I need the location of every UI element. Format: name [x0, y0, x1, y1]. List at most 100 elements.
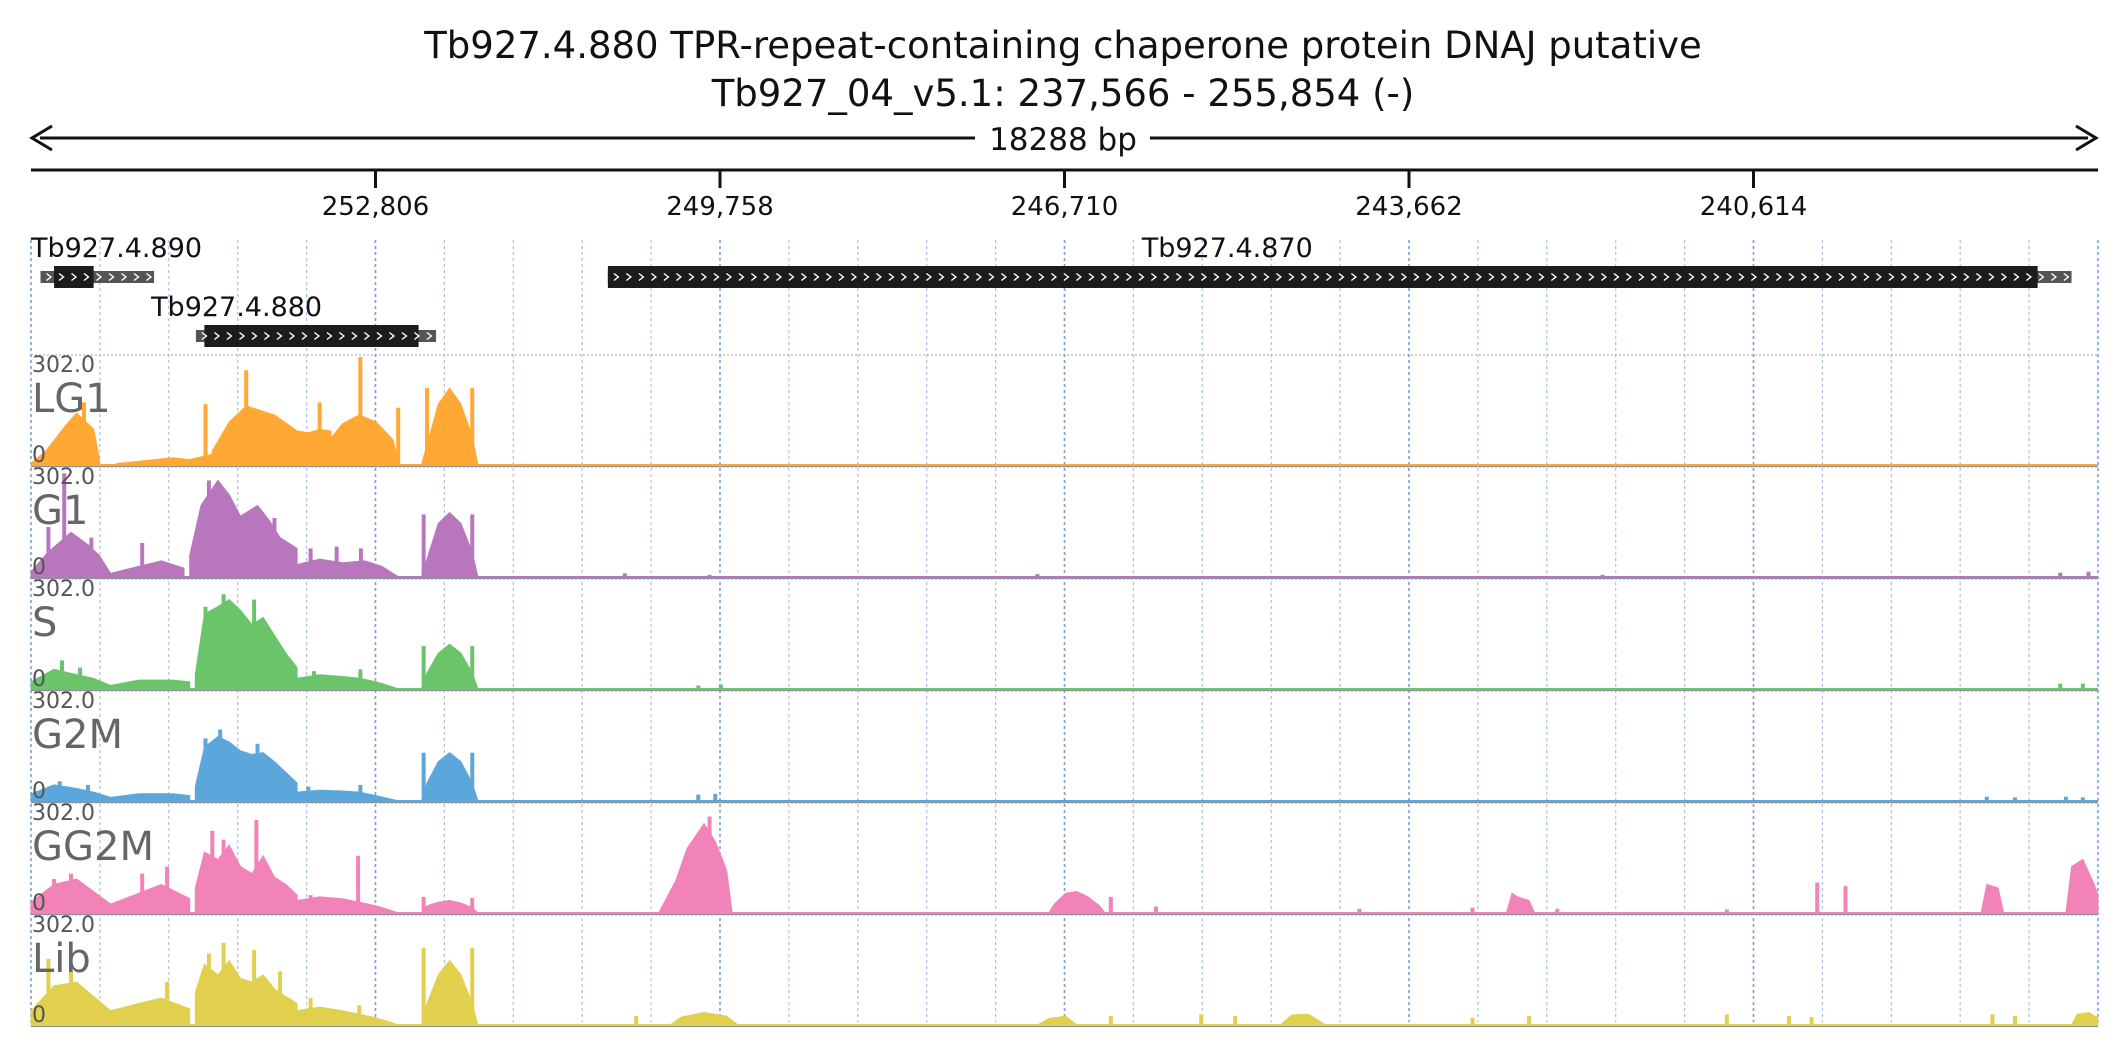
gene-cds	[204, 325, 419, 347]
strand-arrow	[1900, 272, 1908, 282]
strand-arrow	[1288, 272, 1295, 282]
coverage-spike	[89, 537, 94, 577]
strand-arrow	[121, 272, 128, 282]
coverage-area	[420, 643, 479, 690]
track-name-label: S	[32, 600, 57, 646]
strand-arrow	[338, 331, 346, 341]
axis-tick-label: 252,806	[322, 192, 430, 222]
coverage-spike	[206, 480, 211, 577]
coverage-spike	[713, 793, 718, 801]
coverage-spike	[78, 667, 83, 689]
coverage-spike	[356, 855, 361, 913]
strand-arrow	[1138, 272, 1145, 282]
coverage-spike	[1809, 1017, 1814, 1025]
coverage-area	[420, 387, 479, 466]
coverage-spike	[622, 573, 627, 577]
strand-arrow	[1500, 272, 1508, 282]
coverage-spike	[718, 684, 723, 689]
coverage-spike	[1470, 1017, 1475, 1025]
coverage-spike	[1724, 1014, 1729, 1025]
track-min-label: 0	[32, 1003, 46, 1028]
coverage-spike	[2013, 797, 2018, 801]
strand-arrow	[1450, 272, 1458, 282]
coverage-spike	[218, 729, 223, 801]
coverage-spike	[421, 896, 426, 913]
coverage-area	[1047, 890, 1107, 914]
strand-arrow	[2063, 272, 2070, 282]
strand-arrow	[1363, 272, 1370, 282]
strand-arrow	[750, 272, 758, 282]
coverage-spike	[421, 752, 426, 801]
strand-arrow	[888, 272, 895, 282]
gene-cds	[607, 266, 2038, 288]
strand-arrow	[1688, 272, 1695, 282]
coverage-spike	[334, 546, 339, 577]
strand-arrow	[1300, 272, 1308, 282]
strand-arrow	[1825, 272, 1833, 282]
strand-arrow	[276, 331, 283, 341]
coverage-spike	[221, 839, 226, 913]
strand-arrow	[1863, 272, 1870, 282]
coverage-spike	[1470, 907, 1475, 913]
strand-arrow	[1425, 272, 1433, 282]
coverage-spike	[358, 548, 363, 577]
coverage-area	[2065, 858, 2099, 914]
strand-arrow	[1750, 272, 1758, 282]
coverage-area	[110, 793, 191, 802]
coverage-spike	[2086, 571, 2091, 577]
strand-arrow	[1213, 272, 1220, 282]
track-s: 302.0S 0	[30, 577, 2098, 692]
coverage-spike	[308, 895, 313, 913]
chart-title: Tb927.4.880 TPR-repeat-containing chaper…	[423, 24, 1702, 67]
coverage-spike	[308, 998, 313, 1025]
coverage-spike	[2058, 683, 2063, 689]
coverage-area	[420, 899, 480, 914]
strand-arrow	[1263, 272, 1270, 282]
strand-arrow	[1413, 272, 1420, 282]
strand-arrow	[1275, 272, 1283, 282]
strand-arrow	[638, 272, 645, 282]
axis-tick-label: 246,710	[1011, 192, 1119, 222]
coverage-spike	[221, 594, 226, 689]
strand-arrow	[800, 272, 808, 282]
strand-arrow	[2050, 272, 2058, 282]
strand-arrow	[313, 331, 321, 341]
strand-arrow	[625, 272, 633, 282]
strand-arrow	[950, 272, 958, 282]
coverage-spike	[1154, 906, 1159, 913]
strand-arrow	[1150, 272, 1158, 282]
strand-arrow	[1038, 272, 1045, 282]
coverage-spike	[308, 548, 313, 577]
coverage-spike	[1600, 574, 1605, 577]
strand-arrow	[1463, 272, 1470, 282]
strand-arrow	[263, 331, 271, 341]
coverage-area	[296, 896, 399, 914]
coverage-spike	[1108, 1016, 1113, 1025]
coverage-spike	[2013, 1016, 2018, 1025]
coverage-spike	[46, 958, 51, 1025]
coverage-spike	[317, 402, 322, 465]
strand-arrow	[226, 331, 233, 341]
coverage-spike	[85, 784, 90, 801]
strand-arrow	[351, 331, 358, 341]
strand-arrow	[388, 331, 396, 341]
coverage-area	[668, 1011, 740, 1026]
coverage-area	[296, 674, 399, 690]
strand-arrow	[1775, 272, 1783, 282]
strand-arrow	[1338, 272, 1345, 282]
coverage-spike	[470, 514, 475, 577]
axis-tick-label: 240,614	[1700, 192, 1808, 222]
strand-arrow	[1888, 272, 1895, 282]
coverage-spike	[203, 404, 208, 465]
axis-tick-label: 249,758	[666, 192, 774, 222]
strand-arrow	[700, 272, 708, 282]
coverage-spike	[272, 517, 277, 577]
coverage-area	[330, 414, 400, 466]
coverage-spike	[696, 794, 701, 801]
coverage-area	[194, 598, 298, 690]
strand-arrow	[46, 272, 53, 282]
gene-models: Tb927.4.890 Tb927.4.880 Tb927.4.870	[30, 233, 2072, 347]
coverage-area	[194, 959, 298, 1026]
coverage-spike	[221, 942, 226, 1025]
